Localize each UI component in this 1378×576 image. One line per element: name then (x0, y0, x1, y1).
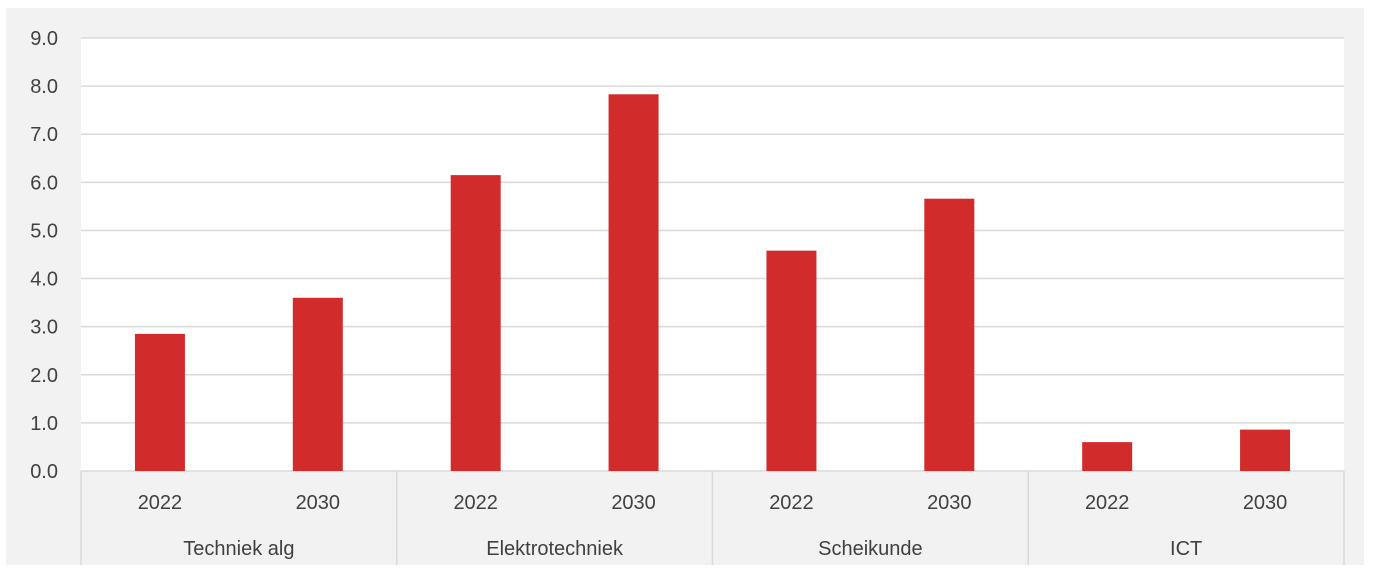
y-tick-label: 4.0 (30, 269, 58, 291)
plot-area (81, 38, 1344, 471)
bar (1240, 429, 1291, 471)
y-tick-label: 0.0 (30, 461, 58, 483)
y-axis: 0.0 1.0 2.0 3.0 4.0 5.0 6.0 7.0 8.0 9.0 (30, 28, 58, 483)
y-tick-label: 6.0 (30, 172, 58, 194)
y-tick-label: 7.0 (30, 124, 58, 146)
x-category-label: 2030 (1243, 492, 1288, 514)
x-category-label: 2030 (927, 492, 972, 514)
bar (608, 94, 659, 471)
x-category-label: 2030 (611, 492, 656, 514)
x-category-label: 2030 (296, 492, 341, 514)
bar (766, 250, 817, 471)
y-tick-label: 2.0 (30, 365, 58, 387)
x-category-label: 2022 (453, 492, 498, 514)
x-group-label: Scheikunde (818, 538, 923, 560)
x-axis: 2022 2030 Techniek alg 2022 2030 Elektrotechn… (80, 471, 1345, 565)
x-category-label: 2022 (138, 492, 183, 514)
gridlines (81, 37, 1344, 472)
y-tick-label: 3.0 (30, 317, 58, 339)
y-tick-label: 1.0 (30, 413, 58, 435)
y-tick-label: 8.0 (30, 76, 58, 98)
x-group-label: ICT (1170, 538, 1202, 560)
bar (924, 198, 975, 472)
x-group-label: Elektrotechniek (486, 538, 624, 560)
x-category-label: 2022 (1085, 492, 1130, 514)
bars (134, 94, 1291, 472)
bar (134, 333, 185, 471)
y-tick-label: 9.0 (30, 28, 58, 50)
bar (292, 297, 343, 471)
bar (450, 175, 501, 471)
x-category-label: 2022 (769, 492, 814, 514)
bar (1082, 442, 1133, 471)
x-group-label: Techniek alg (183, 538, 294, 560)
y-tick-label: 5.0 (30, 220, 58, 242)
